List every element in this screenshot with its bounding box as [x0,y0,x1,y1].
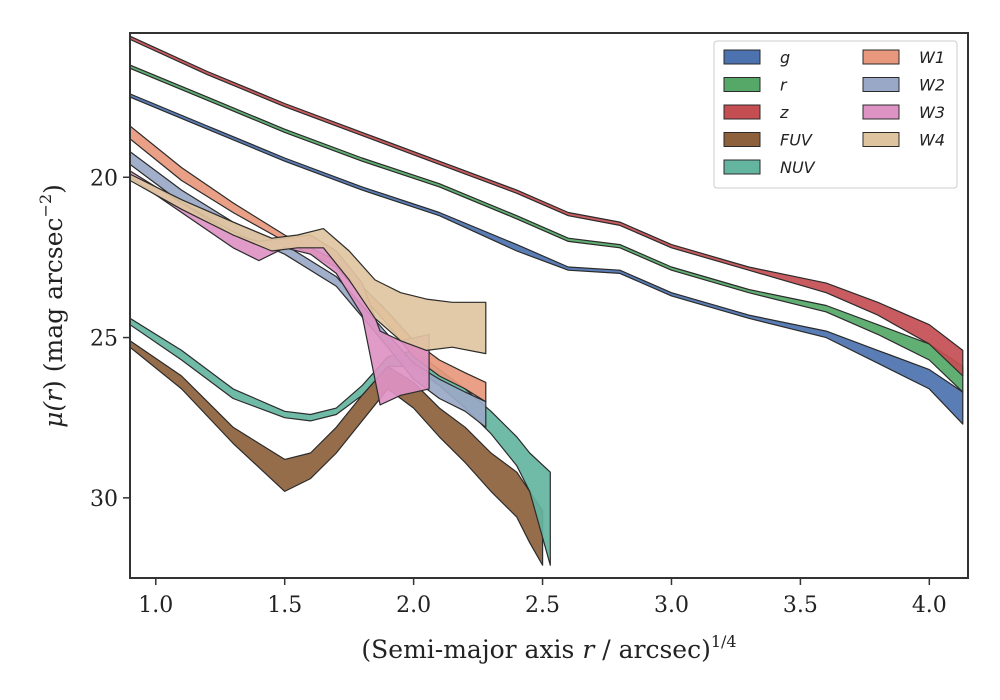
y-tick-label: 20 [90,166,118,191]
legend-swatch-g [723,49,761,65]
x-axis: 1.0 1.5 2.0 2.5 3.0 3.5 4.0 [138,578,947,618]
series-band-r [130,64,964,393]
y-axis: 20 25 30 [90,166,130,512]
legend-label-NUV: NUV [780,158,816,177]
series-band-g [130,93,964,425]
legend-label-FUV: FUV [780,131,813,150]
x-axis-label-post: / arcsec) [594,635,711,664]
x-axis-label-var: r [582,635,596,664]
y-tick-label: 30 [90,487,118,512]
legend-swatch-W4 [862,132,900,147]
x-tick-label: 3.0 [654,593,689,618]
x-axis-label-sup: 1/4 [711,632,737,651]
legend-label-z: z [779,103,789,122]
y-axis-label-pre: μ( [39,401,68,428]
legend-swatch-W1 [862,49,900,65]
legend-label-W4: W4 [919,131,945,150]
y-axis-label-var: r [39,388,68,402]
legend-swatch-r [723,77,761,92]
y-axis-label-sup: −2 [36,194,55,218]
series-band-W4 [130,173,487,355]
legend-label-W2: W2 [919,76,945,95]
legend-swatch-z [723,104,761,120]
series-band-z [130,35,964,377]
x-tick-label: 1.5 [267,593,302,618]
legend-label-r: r [780,76,788,95]
legend-label-g: g [780,48,790,67]
legend-label-W1: W1 [919,48,945,67]
plot-frame [129,32,969,579]
legend-label-W3: W3 [919,103,945,122]
x-tick-label: 3.5 [783,593,818,618]
y-axis-label: μ(r) (mag arcsec−2) [36,184,68,428]
y-axis-label-end: ) [39,184,68,194]
y-axis-label-post: ) (mag arcsec [39,217,68,390]
legend-swatch-NUV [723,159,761,175]
x-tick-label: 1.0 [138,593,173,618]
series-layer [130,35,964,566]
series-band-NUV [130,317,551,566]
y-tick-label: 25 [90,327,118,352]
x-axis-label: (Semi-major axis r / arcsec)1/4 [361,632,736,664]
x-tick-label: 2.5 [525,593,560,618]
legend: grz FUV NUV W1 W2 W3 W4 [713,40,958,189]
x-tick-label: 4.0 [912,593,947,618]
x-tick-label: 2.0 [396,593,431,618]
x-axis-label-pre: (Semi-major axis [361,635,582,664]
series-band-FUV [130,340,544,566]
legend-swatch-FUV [723,132,761,147]
legend-swatch-W2 [862,77,900,92]
legend-swatch-W3 [862,104,900,120]
